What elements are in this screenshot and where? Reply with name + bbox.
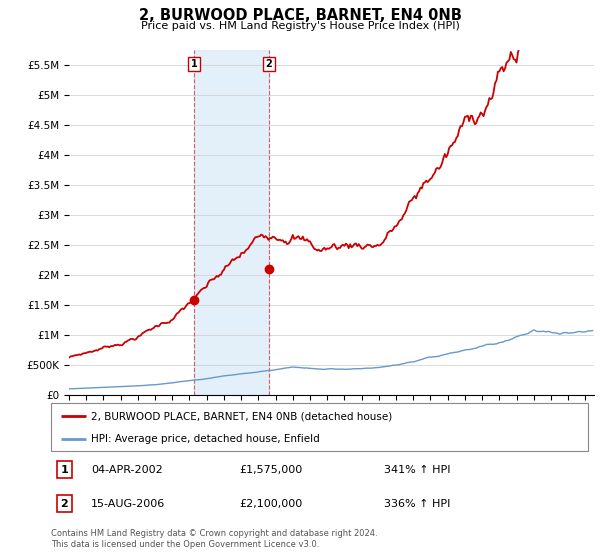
Text: £2,100,000: £2,100,000 [239, 499, 302, 509]
Text: 2, BURWOOD PLACE, BARNET, EN4 0NB (detached house): 2, BURWOOD PLACE, BARNET, EN4 0NB (detac… [91, 411, 392, 421]
Text: HPI: Average price, detached house, Enfield: HPI: Average price, detached house, Enfi… [91, 435, 320, 445]
Text: 1: 1 [191, 59, 197, 69]
Text: 15-AUG-2006: 15-AUG-2006 [91, 499, 166, 509]
Text: Price paid vs. HM Land Registry's House Price Index (HPI): Price paid vs. HM Land Registry's House … [140, 21, 460, 31]
Text: 336% ↑ HPI: 336% ↑ HPI [384, 499, 451, 509]
Text: 2, BURWOOD PLACE, BARNET, EN4 0NB: 2, BURWOOD PLACE, BARNET, EN4 0NB [139, 8, 461, 24]
Text: 341% ↑ HPI: 341% ↑ HPI [384, 465, 451, 475]
Text: 2: 2 [61, 499, 68, 509]
Text: 2: 2 [266, 59, 272, 69]
Text: £1,575,000: £1,575,000 [239, 465, 302, 475]
Text: 04-APR-2002: 04-APR-2002 [91, 465, 163, 475]
Bar [194, 50, 269, 395]
Text: 1: 1 [61, 465, 68, 475]
FancyBboxPatch shape [51, 403, 588, 451]
Text: Contains HM Land Registry data © Crown copyright and database right 2024.
This d: Contains HM Land Registry data © Crown c… [51, 529, 377, 549]
